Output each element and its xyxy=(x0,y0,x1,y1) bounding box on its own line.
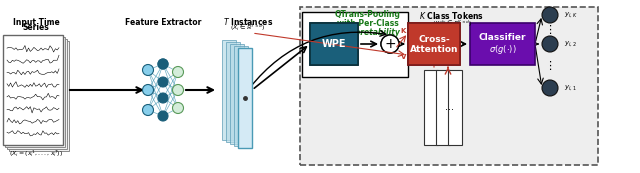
Text: Interpretability: Interpretability xyxy=(335,28,401,37)
Text: $\sigma(g(\cdot))$: $\sigma(g(\cdot))$ xyxy=(489,43,516,56)
Text: with Per-Class: with Per-Class xyxy=(337,19,399,28)
Circle shape xyxy=(143,65,154,75)
Text: $K$ Class Tokens: $K$ Class Tokens xyxy=(419,10,484,21)
Text: V: V xyxy=(401,54,406,60)
Circle shape xyxy=(173,84,184,95)
Circle shape xyxy=(542,36,558,52)
Text: Series: Series xyxy=(22,23,49,32)
Circle shape xyxy=(173,66,184,78)
Circle shape xyxy=(158,77,168,87)
Bar xyxy=(300,7,598,165)
FancyBboxPatch shape xyxy=(5,37,65,147)
FancyBboxPatch shape xyxy=(310,23,358,65)
FancyBboxPatch shape xyxy=(408,23,460,65)
Text: K: K xyxy=(401,28,406,34)
Text: $y_{i,2}$: $y_{i,2}$ xyxy=(564,39,577,48)
Circle shape xyxy=(158,111,168,121)
Bar xyxy=(302,12,408,77)
Circle shape xyxy=(143,104,154,116)
Text: Feature Extractor: Feature Extractor xyxy=(125,18,201,27)
Text: Cross-: Cross- xyxy=(418,35,450,44)
Circle shape xyxy=(542,80,558,96)
FancyBboxPatch shape xyxy=(7,39,67,149)
Circle shape xyxy=(173,102,184,113)
Circle shape xyxy=(381,35,399,53)
Text: ...: ... xyxy=(445,102,454,112)
Text: +: + xyxy=(384,37,396,51)
Text: $T$ Instances: $T$ Instances xyxy=(223,16,273,27)
Circle shape xyxy=(158,59,168,69)
FancyBboxPatch shape xyxy=(436,70,450,145)
Text: $y_{i,1}$: $y_{i,1}$ xyxy=(564,84,577,93)
Circle shape xyxy=(381,35,399,53)
Text: Cross-: Cross- xyxy=(418,35,450,44)
Circle shape xyxy=(143,84,154,95)
FancyBboxPatch shape xyxy=(470,23,535,65)
FancyBboxPatch shape xyxy=(424,70,438,145)
Text: ⋮: ⋮ xyxy=(545,61,556,71)
Circle shape xyxy=(158,59,168,69)
Text: $y_{i,K}$: $y_{i,K}$ xyxy=(564,11,578,20)
Text: $(X_i^{cls} \in \mathbb{R}^{K\times d})$: $(X_i^{cls} \in \mathbb{R}^{K\times d})$ xyxy=(431,18,472,29)
Text: Attention: Attention xyxy=(410,44,458,53)
FancyBboxPatch shape xyxy=(234,46,248,146)
Text: WPE: WPE xyxy=(322,39,346,49)
FancyBboxPatch shape xyxy=(230,44,244,144)
Circle shape xyxy=(542,7,558,23)
FancyBboxPatch shape xyxy=(3,35,63,145)
Text: $(\hat{X}_i \in \mathbb{R}^{T\times d})$: $(\hat{X}_i \in \mathbb{R}^{T\times d})$ xyxy=(230,22,266,33)
Text: Classifier: Classifier xyxy=(479,34,526,43)
FancyBboxPatch shape xyxy=(222,40,236,140)
Circle shape xyxy=(158,93,168,103)
FancyBboxPatch shape xyxy=(238,48,252,148)
Text: $(X_i = (x_i^1,...,x_i^T))$: $(X_i = (x_i^1,...,x_i^T))$ xyxy=(9,148,63,159)
Text: WPE: WPE xyxy=(322,39,346,49)
FancyBboxPatch shape xyxy=(310,23,358,65)
FancyBboxPatch shape xyxy=(226,42,240,142)
Text: +: + xyxy=(384,37,396,51)
Text: Attention: Attention xyxy=(410,44,458,53)
Text: Q: Q xyxy=(451,60,457,66)
Text: Input Time: Input Time xyxy=(13,18,60,27)
FancyBboxPatch shape xyxy=(408,23,460,65)
FancyBboxPatch shape xyxy=(9,41,69,151)
Text: ⋮: ⋮ xyxy=(545,25,556,34)
Text: QTrans-Pooling: QTrans-Pooling xyxy=(335,10,401,19)
FancyBboxPatch shape xyxy=(448,70,462,145)
